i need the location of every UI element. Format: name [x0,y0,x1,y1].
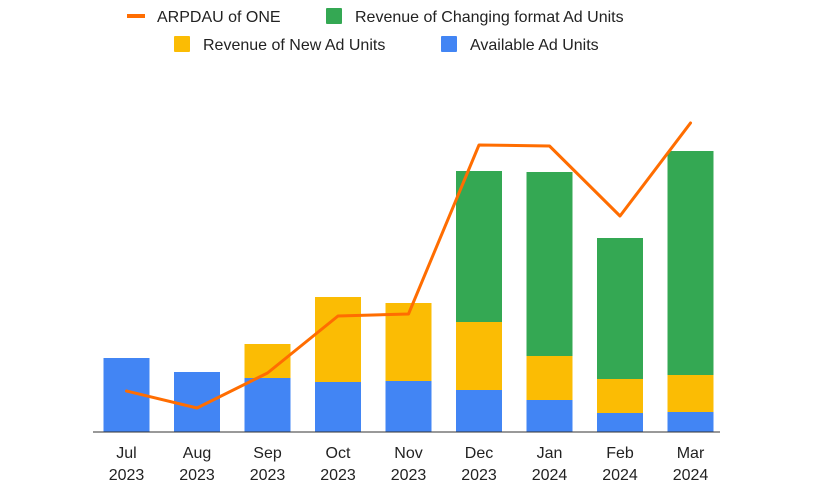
bar-revenue-of-new-ad-units-jan-2024 [526,356,573,400]
bar-available-ad-units-dec-2023 [456,390,502,432]
bar-revenue-of-changing-format-ad-units-jan-2024 [526,172,573,356]
x-tick-label-oct-2023: Oct 2023 [320,445,356,484]
bar-revenue-of-new-ad-units-oct-2023 [315,297,361,382]
legend-label-available-ad-units: Available Ad Units [470,37,599,54]
bar-available-ad-units-nov-2023 [385,381,432,432]
bar-revenue-of-changing-format-ad-units-dec-2023 [456,171,502,322]
legend-label-arpdau-of-one: ARPDAU of ONE [157,9,281,26]
legend-label-revenue-of-changing-format-ad-units: Revenue of Changing format Ad Units [355,9,624,26]
x-tick-label-jan-2024: Jan 2024 [532,445,568,484]
bar-revenue-of-changing-format-ad-units-feb-2024 [597,238,643,379]
bar-available-ad-units-oct-2023 [315,382,361,432]
legend-swatch-revenue-of-new-ad-units [174,36,190,52]
x-tick-label-mar-2024: Mar 2024 [673,445,709,484]
x-axis-tick-labels: Jul 2023 Aug 2023 Sep 2023 Oct 2023 Nov 2023 Dec 20… [109,445,709,484]
bar-revenue-of-new-ad-units-feb-2024 [597,379,643,413]
legend-item-arpdau-of-one: ARPDAU of ONE [127,9,281,26]
bar-revenue-of-new-ad-units-dec-2023 [456,322,502,390]
legend-swatch-arpdau-of-one [127,14,145,18]
x-tick-label-feb-2024: Feb 2024 [602,445,638,484]
legend-swatch-available-ad-units [441,36,457,52]
bar-revenue-of-new-ad-units-mar-2024 [667,375,714,412]
x-tick-label-jul-2023: Jul 2023 [109,445,145,484]
bar-available-ad-units-aug-2023 [174,372,220,432]
legend-swatch-revenue-of-changing-format-ad-units [326,8,342,24]
bar-available-ad-units-feb-2024 [597,413,643,432]
x-tick-label-sep-2023: Sep 2023 [250,445,286,484]
legend-item-available-ad-units: Available Ad Units [441,36,599,54]
bar-available-ad-units-jan-2024 [526,400,573,432]
x-tick-label-nov-2023: Nov 2023 [391,445,427,484]
bar-revenue-of-new-ad-units-nov-2023 [385,303,432,381]
legend-label-revenue-of-new-ad-units: Revenue of New Ad Units [203,37,385,54]
x-tick-label-dec-2023: Dec 2023 [461,445,497,484]
bar-revenue-of-changing-format-ad-units-mar-2024 [667,151,714,375]
bar-available-ad-units-mar-2024 [667,412,714,432]
legend: ARPDAU of ONE Revenue of Changing format … [127,8,624,54]
x-tick-label-aug-2023: Aug 2023 [179,445,215,484]
line-layer [125,121,692,410]
bars [103,151,714,432]
legend-item-revenue-of-new-ad-units: Revenue of New Ad Units [174,36,385,54]
bar-available-ad-units-sep-2023 [244,378,291,432]
legend-item-revenue-of-changing-format-ad-units: Revenue of Changing format Ad Units [326,8,624,26]
